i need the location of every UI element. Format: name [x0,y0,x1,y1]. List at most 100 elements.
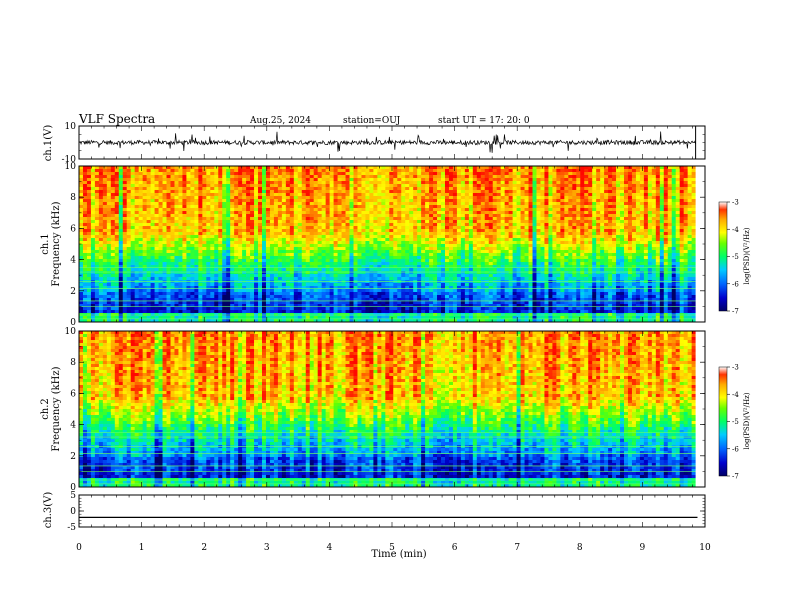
ch1spec-cell [496,175,502,179]
ch1spec-cell [389,247,394,251]
ch1spec-cell [281,178,287,182]
ch1spec-cell [381,235,386,239]
ch1spec-cell [421,169,426,173]
ch1spec-cell [536,202,541,206]
ch1spec-cell [182,220,187,224]
ch1spec-cell [409,214,414,218]
ch1spec-cell [242,193,247,197]
ch1spec-cell [186,223,191,227]
ch1spec-cell [198,196,203,200]
ch1spec-cell [329,178,334,182]
ch1spec-cell [393,169,398,173]
ch1spec-cell [190,220,195,224]
ch1spec-cell [82,226,88,230]
ch1spec-cell [357,217,362,221]
ch1spec-cell [580,220,585,224]
ch1spec-cell [663,238,669,242]
ch1spec-cell [616,169,621,173]
ch1spec-cell [691,202,697,206]
ch1spec-cell [297,232,303,236]
ch1spec-cell [464,193,470,197]
ch1spec-cell [86,229,92,233]
ch1spec-cell [421,226,426,230]
ch1spec-cell [333,232,338,236]
ch1spec-cell [377,253,382,257]
ch1spec-cell [82,259,88,263]
ch1spec-cell [441,175,446,179]
ch1spec-cell [663,193,669,197]
ch1spec-cell [265,220,271,224]
ch1spec-cell [492,172,498,176]
ch1spec-cell [425,229,430,233]
ch1spec-cell [421,190,426,194]
ch1spec-cell [365,193,370,197]
ch1spec-cell [691,256,697,260]
ch1spec-cell [325,214,331,218]
ch1spec-cell [365,196,370,200]
ch1spec-cell [269,202,275,206]
ch1spec-cell [647,202,653,206]
ch1spec-cell [353,244,358,248]
ch1spec-cell [548,205,553,209]
ch1spec-cell [130,178,136,182]
ch1spec-cell [588,253,593,257]
ch1spec-cell [393,190,398,194]
ch1spec-cell [150,208,155,212]
ch1spec-cell [281,232,287,236]
ch1spec-cell [381,187,386,191]
ch1spec-cell [568,169,573,173]
ch1spec-cell [508,199,514,203]
ch1spec-cell [612,223,617,227]
ch1spec-cell [671,232,677,236]
ch1spec-cell [94,256,100,260]
ch1spec-cell [126,193,132,197]
ch1spec-cell [600,235,605,239]
ch1spec-cell [90,175,96,179]
ch1spec-cell [691,241,697,245]
ch1spec-cell [560,238,565,242]
ch1spec-cell [604,226,609,230]
ch1spec-cell [452,169,458,173]
ch1spec-cell [174,226,179,230]
ch1spec-cell [269,199,275,203]
ch1spec-cell [254,196,259,200]
ch1spec-cell [321,223,327,227]
ch1spec-cell [337,253,342,257]
ch1spec-cell [134,202,140,206]
ch1spec-cell [433,208,438,212]
ch1spec-cell [174,193,179,197]
ch1spec-cell [568,202,573,206]
ch1spec-cell [624,244,629,248]
ch1spec-cell [134,226,140,230]
ch1spec-cell [305,199,311,203]
ch1spec-cell [162,238,167,242]
ch1spec-cell [325,190,331,194]
ch1spec-cell [273,205,279,209]
ch1spec-cell [186,217,191,221]
ch1spec-cell [540,196,545,200]
ch1spec-cell [651,244,657,248]
ch1spec-cell [635,175,641,179]
ch1spec-cell [552,181,557,185]
ch1spec-cell [389,217,394,221]
ch1spec-cell [671,202,677,206]
ch1spec-cell [365,223,370,227]
ch1spec-cell [691,253,697,257]
ch1spec-cell [190,208,195,212]
ch1spec-cell [373,181,378,185]
ch1spec-cell [122,250,128,254]
ch1spec-cell [548,187,553,191]
ch1spec-cell [102,214,108,218]
ch1spec-cell [250,208,255,212]
ch1spec-cell [194,253,199,257]
ch1spec-cell [381,244,386,248]
ch1spec-cell [627,232,633,236]
ch1spec-cell [655,220,661,224]
ch1spec-cell [341,196,346,200]
ch1spec-cell [635,247,641,251]
ch1spec-cell [329,256,334,260]
ch1spec-cell [456,217,462,221]
ch1spec-cell [98,226,104,230]
ch1spec-cell [679,205,685,209]
ch1spec-cell [540,232,545,236]
